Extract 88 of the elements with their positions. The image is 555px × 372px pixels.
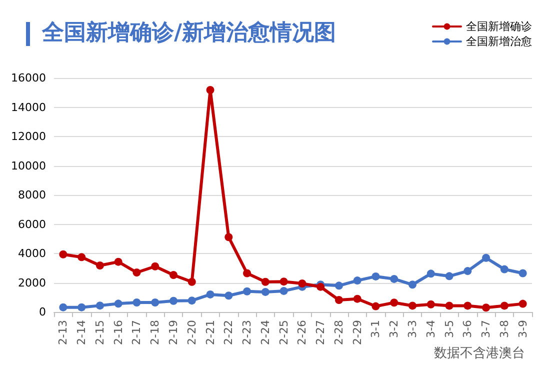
legend-label: 全国新增确诊 bbox=[466, 20, 532, 33]
point bbox=[206, 86, 214, 94]
point bbox=[390, 298, 398, 307]
x-tick-label: 2-16 bbox=[112, 320, 125, 345]
y-tick-label: 16000 bbox=[10, 72, 46, 84]
y-tick-label: 14000 bbox=[10, 100, 46, 114]
point bbox=[353, 294, 362, 303]
point bbox=[170, 271, 178, 279]
x-tick-label: 2-19 bbox=[166, 320, 180, 345]
y-tick-label: 6000 bbox=[18, 218, 46, 231]
x-tick-label: 2-13 bbox=[56, 320, 70, 345]
point bbox=[170, 296, 178, 305]
point bbox=[464, 302, 472, 310]
x-tick-label: 3-5 bbox=[442, 320, 456, 338]
x-tick-label: 2-22 bbox=[222, 320, 236, 345]
x-tick-label: 2-18 bbox=[148, 320, 162, 345]
point bbox=[261, 288, 270, 296]
point bbox=[408, 280, 416, 289]
x-tick-label: 2-17 bbox=[130, 320, 144, 345]
x-tick-label: 3-6 bbox=[461, 320, 474, 338]
x-tick-label: 2-14 bbox=[75, 320, 88, 345]
point bbox=[518, 300, 527, 308]
point bbox=[482, 304, 490, 312]
x-tick-label: 2-25 bbox=[277, 320, 290, 345]
point bbox=[151, 262, 160, 270]
point bbox=[500, 265, 508, 274]
y-tick-label: 4000 bbox=[18, 247, 46, 260]
point bbox=[445, 302, 454, 310]
point bbox=[500, 302, 508, 310]
point bbox=[188, 296, 196, 305]
point bbox=[334, 296, 343, 304]
point bbox=[59, 303, 68, 312]
x-tick-label: 3-8 bbox=[498, 320, 511, 338]
x-tick-label: 2-15 bbox=[93, 320, 106, 345]
point bbox=[243, 287, 252, 296]
point bbox=[151, 298, 160, 306]
point bbox=[59, 250, 68, 258]
x-tick-label: 3-1 bbox=[369, 320, 382, 338]
x-tick-label: 2-23 bbox=[240, 320, 254, 345]
point bbox=[132, 298, 141, 306]
point bbox=[334, 282, 343, 290]
point bbox=[188, 278, 196, 286]
point bbox=[243, 269, 252, 278]
chart-title: 全国新增确诊/新增治愈情况图 bbox=[41, 20, 336, 46]
point bbox=[78, 253, 86, 262]
text: 数据不含港澳台 bbox=[434, 346, 525, 361]
x-tick-label: 2-28 bbox=[332, 320, 346, 345]
x-tick-label: 2-24 bbox=[258, 320, 272, 345]
point bbox=[206, 290, 214, 298]
point bbox=[372, 272, 380, 280]
point bbox=[426, 270, 435, 278]
point bbox=[114, 300, 122, 308]
x-tick-label: 3-4 bbox=[424, 320, 438, 338]
point bbox=[96, 302, 104, 310]
point bbox=[261, 278, 270, 286]
point bbox=[224, 233, 233, 242]
point bbox=[518, 269, 527, 278]
point bbox=[224, 292, 233, 300]
point bbox=[390, 274, 398, 283]
point bbox=[280, 286, 288, 295]
y-tick-label: 8000 bbox=[18, 188, 46, 202]
point bbox=[372, 302, 380, 310]
point bbox=[78, 303, 86, 312]
point bbox=[298, 279, 306, 288]
x-tick-label: 2-29 bbox=[350, 320, 364, 345]
y-tick-label: 12000 bbox=[10, 130, 46, 143]
x-tick-label: 3-7 bbox=[480, 320, 493, 338]
point bbox=[445, 272, 454, 280]
point bbox=[408, 302, 416, 310]
x-tick-label: 2-26 bbox=[296, 320, 309, 345]
x-tick-label: 3-9 bbox=[516, 320, 530, 338]
x-tick-label: 3-2 bbox=[388, 320, 401, 338]
point bbox=[426, 300, 435, 308]
point bbox=[114, 258, 122, 266]
point bbox=[482, 254, 490, 262]
y-tick-label: 10000 bbox=[10, 159, 46, 172]
point bbox=[132, 268, 141, 277]
x-tick-label: 2-20 bbox=[185, 320, 198, 345]
point bbox=[353, 276, 362, 285]
x-tick-label: 2-27 bbox=[314, 320, 328, 345]
point bbox=[96, 261, 104, 270]
x-tick-label: 3-3 bbox=[406, 320, 419, 338]
point bbox=[464, 267, 472, 276]
point bbox=[280, 278, 288, 286]
x-tick-label: 2-21 bbox=[204, 320, 217, 345]
y-tick-label: 2000 bbox=[18, 276, 46, 290]
legend-label: 全国新增治愈 bbox=[466, 35, 532, 48]
y-tick-label: 0 bbox=[38, 306, 46, 318]
